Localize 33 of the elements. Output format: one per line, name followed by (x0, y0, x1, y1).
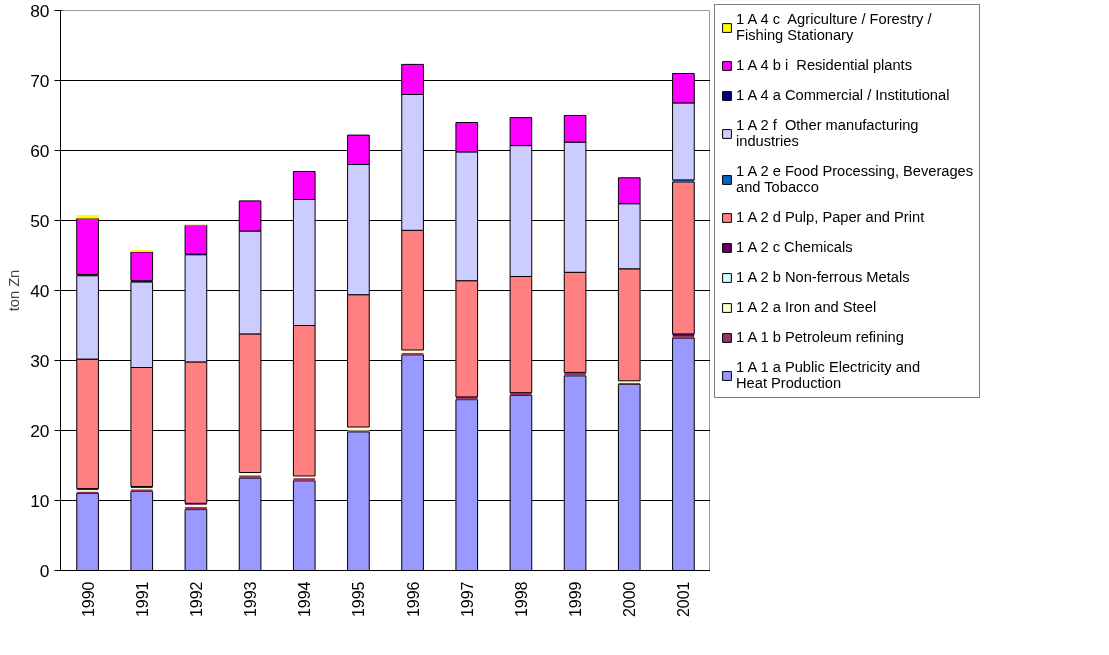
legend-label: 1 A 4 c Agriculture / Forestry / Fishing Stationary (736, 11, 932, 43)
y-tick-label: 40 (30, 280, 50, 301)
y-tick-label: 0 (39, 560, 50, 581)
legend-label: 1 A 1 b Petroleum refining (736, 329, 904, 345)
x-tick-label: 2001 (675, 581, 693, 618)
y-tick-label: 60 (30, 140, 50, 161)
x-tick-label: 1997 (458, 581, 476, 618)
x-tick-label: 1993 (242, 581, 260, 618)
y-axis-title: ton Zn (6, 269, 23, 312)
x-tick-label: 1995 (350, 581, 368, 618)
y-tick-label: 10 (30, 490, 50, 511)
legend-label: 1 A 2 d Pulp, Paper and Print (736, 209, 925, 225)
legend-label: 1 A 4 b i Residential plants (736, 57, 912, 73)
legend-label: 1 A 2 a Iron and Steel (736, 299, 877, 315)
y-tick-label: 50 (30, 210, 50, 231)
legend-label: 1 A 2 b Non-ferrous Metals (736, 269, 910, 285)
y-tick-label: 70 (30, 70, 50, 91)
x-tick-label: 1992 (187, 581, 205, 618)
legend-label: 1 A 2 c Chemicals (736, 239, 853, 255)
x-tick-label: 1990 (79, 581, 97, 618)
x-tick-label: 1994 (296, 581, 314, 618)
y-tick-label: 30 (30, 350, 50, 371)
x-tick-label: 2000 (621, 581, 639, 618)
x-tick-label: 1999 (567, 581, 585, 618)
x-tick-label: 1991 (133, 581, 151, 618)
legend-label: 1 A 1 a Public Electricity and Heat Production (736, 359, 921, 391)
x-tick-label: 1998 (512, 581, 530, 618)
y-tick-label: 80 (30, 0, 50, 21)
x-tick-label: 1996 (404, 581, 422, 618)
legend-label: 1 A 2 e Food Processing, Beverages and Tobacco (736, 163, 974, 195)
legend-label: 1 A 4 a Commercial / Institutional (736, 87, 950, 103)
y-tick-label: 20 (30, 420, 50, 441)
legend-label: 1 A 2 f Other manufacturing industries (736, 117, 919, 149)
